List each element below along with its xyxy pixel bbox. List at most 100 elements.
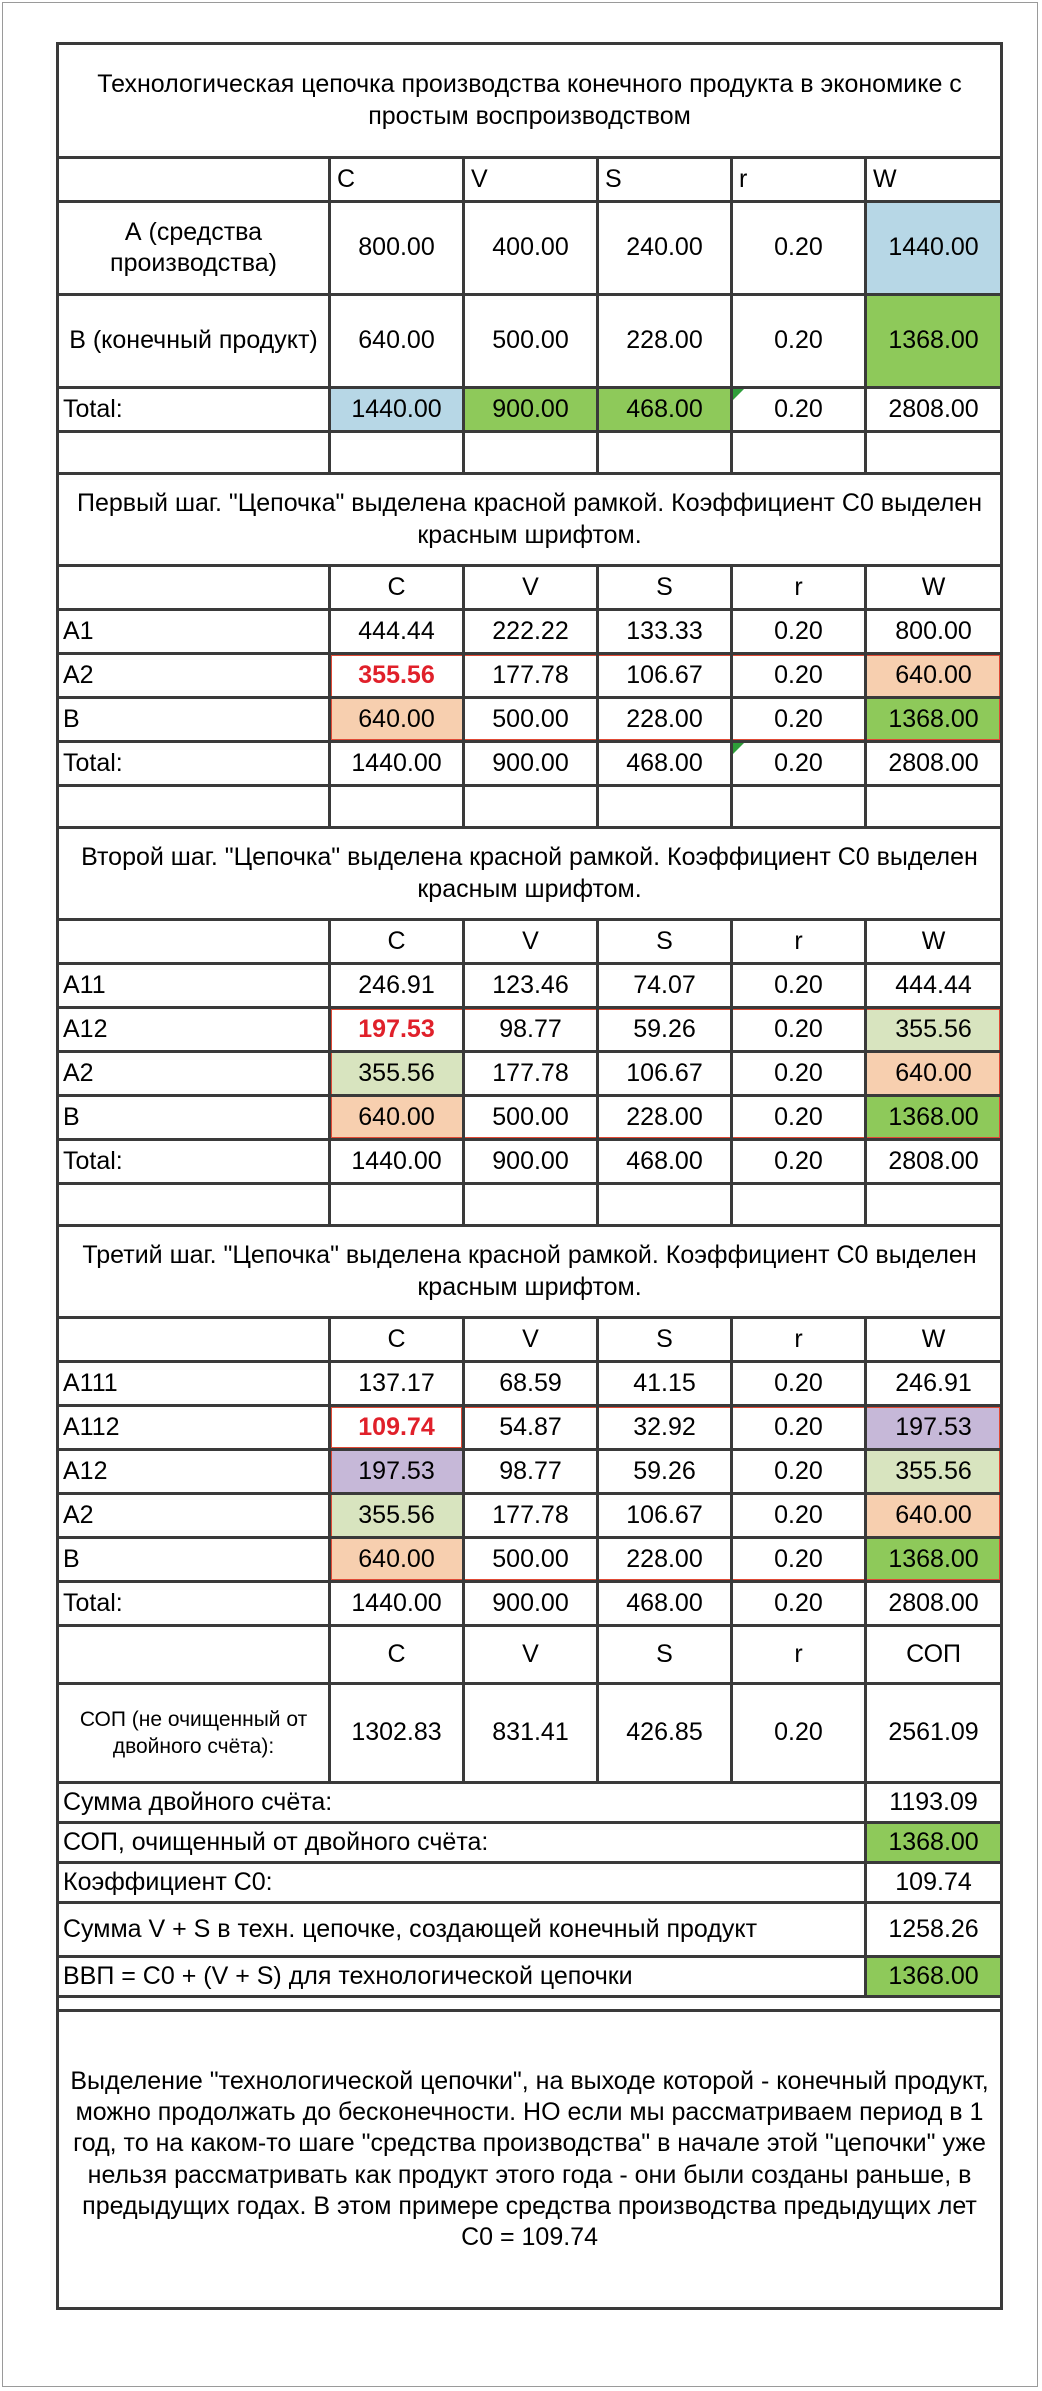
cell-w: 246.91 xyxy=(863,1360,1004,1407)
cell-s: 133.33 xyxy=(596,608,733,655)
cell-r: 0.20 xyxy=(730,293,867,389)
total-s: 468.00 xyxy=(596,1138,733,1185)
cell-c: 137.17 xyxy=(328,1360,465,1407)
coef-c0-cell: 197.53 xyxy=(328,1006,465,1053)
header-c: C xyxy=(328,1624,465,1685)
cell-s: 106.67 xyxy=(596,1050,733,1097)
total-label: Total: xyxy=(56,1580,331,1627)
row-label: A12 xyxy=(56,1448,331,1495)
step2-title-row: Второй шаг. "Цепочка" выделена красной р… xyxy=(55,826,1004,921)
total-row: Total: 1440.00 900.00 468.00 0.20 2808.0… xyxy=(56,386,1004,433)
sop-r: 0.20 xyxy=(730,1682,867,1784)
total-s: 468.00 xyxy=(596,740,733,787)
cell-r: 0.20 xyxy=(730,1448,867,1495)
step2-header-row: C V S r W xyxy=(56,918,1004,965)
gdp-value: 1368.00 xyxy=(863,1955,1004,1998)
total-r: 0.20 xyxy=(730,386,867,433)
header-blank xyxy=(56,1624,331,1685)
sop-clean-value: 1368.00 xyxy=(863,1821,1004,1864)
total-s: 468.00 xyxy=(596,386,733,433)
table-row: A2 355.56 177.78 106.67 0.20 640.00 xyxy=(56,1492,1004,1539)
cell-v: 400.00 xyxy=(462,200,599,296)
cell-w: 640.00 xyxy=(863,652,1004,699)
vs-sum-label: Сумма V + S в техн. цепочке, создающей к… xyxy=(56,1901,867,1958)
total-v: 900.00 xyxy=(462,740,599,787)
total-c: 1440.00 xyxy=(328,386,465,433)
sheet-title: Технологическая цепочка производства кон… xyxy=(55,42,1004,159)
cell-v: 98.77 xyxy=(462,1006,599,1053)
sop-clean-row: СОП, очищенный от двойного счёта: 1368.0… xyxy=(56,1821,1004,1864)
cell-r: 0.20 xyxy=(730,962,867,1009)
header-v: V xyxy=(462,1624,599,1685)
coef-value: 109.74 xyxy=(863,1861,1004,1904)
cell-r: 0.20 xyxy=(730,1536,867,1583)
table-row: A112 109.74 54.87 32.92 0.20 197.53 xyxy=(56,1404,1004,1451)
cell-v: 123.46 xyxy=(462,962,599,1009)
cell-v: 500.00 xyxy=(462,1536,599,1583)
cell-s: 41.15 xyxy=(596,1360,733,1407)
spacer-row xyxy=(55,1996,1004,2011)
double-count-row: Сумма двойного счёта: 1193.09 xyxy=(56,1781,1004,1824)
cell-c: 444.44 xyxy=(328,608,465,655)
cell-w: 1368.00 xyxy=(863,696,1004,743)
cell-s: 228.00 xyxy=(596,1536,733,1583)
table-row: А (средства производства) 800.00 400.00 … xyxy=(56,200,1004,296)
sop-s: 426.85 xyxy=(596,1682,733,1784)
cell-v: 500.00 xyxy=(462,696,599,743)
coef-c0-cell: 109.74 xyxy=(328,1404,465,1451)
row-label: A12 xyxy=(56,1006,331,1053)
header-v: V xyxy=(462,1316,599,1363)
total-r: 0.20 xyxy=(730,1580,867,1627)
total-label: Total: xyxy=(56,740,331,787)
total-w: 2808.00 xyxy=(863,1580,1004,1627)
header-s: S xyxy=(596,1624,733,1685)
cell-s: 240.00 xyxy=(596,200,733,296)
coef-row: Коэффициент С0: 109.74 xyxy=(56,1861,1004,1904)
total-c: 1440.00 xyxy=(328,740,465,787)
step1-title-row: Первый шаг. "Цепочка" выделена красной р… xyxy=(55,472,1004,567)
cell-r: 0.20 xyxy=(730,1050,867,1097)
table-row: В (конечный продукт) 640.00 500.00 228.0… xyxy=(56,293,1004,389)
header-w: W xyxy=(863,918,1004,965)
total-label: Total: xyxy=(56,1138,331,1185)
header-blank xyxy=(56,1316,331,1363)
total-v: 900.00 xyxy=(462,1138,599,1185)
row-label: A112 xyxy=(56,1404,331,1451)
row-label: B xyxy=(56,696,331,743)
total-row: Total: 1440.00 900.00 468.00 0.20 2808.0… xyxy=(56,1138,1004,1185)
cell-s: 59.26 xyxy=(596,1448,733,1495)
table-row: B 640.00 500.00 228.00 0.20 1368.00 xyxy=(56,1536,1004,1583)
note-row: Выделение "технологической цепочки", на … xyxy=(55,2009,1004,2310)
summary-header-row: C V S r СОП xyxy=(56,1624,1004,1685)
cell-v: 222.22 xyxy=(462,608,599,655)
cell-s: 106.67 xyxy=(596,652,733,699)
row-label: A111 xyxy=(56,1360,331,1407)
sop-value: 2561.09 xyxy=(863,1682,1004,1784)
cell-r: 0.20 xyxy=(730,1492,867,1539)
cell-w: 1368.00 xyxy=(863,1536,1004,1583)
table-row: A2 355.56 177.78 106.67 0.20 640.00 xyxy=(56,1050,1004,1097)
header-blank xyxy=(56,918,331,965)
vs-sum-row: Сумма V + S в техн. цепочке, создающей к… xyxy=(56,1901,1004,1958)
cell-w: 444.44 xyxy=(863,962,1004,1009)
sop-clean-label: СОП, очищенный от двойного счёта: xyxy=(56,1821,867,1864)
explanation-note: Выделение "технологической цепочки", на … xyxy=(55,2009,1004,2310)
row-label: А (средства производства) xyxy=(56,200,331,296)
cell-c: 640.00 xyxy=(328,1536,465,1583)
table-row: A1 444.44 222.22 133.33 0.20 800.00 xyxy=(56,608,1004,655)
step1-header-row: C V S r W xyxy=(56,564,1004,611)
cell-r: 0.20 xyxy=(730,1360,867,1407)
cell-v: 68.59 xyxy=(462,1360,599,1407)
cell-w: 355.56 xyxy=(863,1448,1004,1495)
cell-w: 197.53 xyxy=(863,1404,1004,1451)
cell-s: 228.00 xyxy=(596,1094,733,1141)
table-row: A11 246.91 123.46 74.07 0.20 444.44 xyxy=(56,962,1004,1009)
total-w: 2808.00 xyxy=(863,1138,1004,1185)
row-label: В (конечный продукт) xyxy=(56,293,331,389)
spreadsheet-table: Технологическая цепочка производства кон… xyxy=(55,42,1004,2310)
cell-c: 355.56 xyxy=(328,1050,465,1097)
header-w: W xyxy=(863,564,1004,611)
cell-s: 74.07 xyxy=(596,962,733,1009)
double-count-label: Сумма двойного счёта: xyxy=(56,1781,867,1824)
